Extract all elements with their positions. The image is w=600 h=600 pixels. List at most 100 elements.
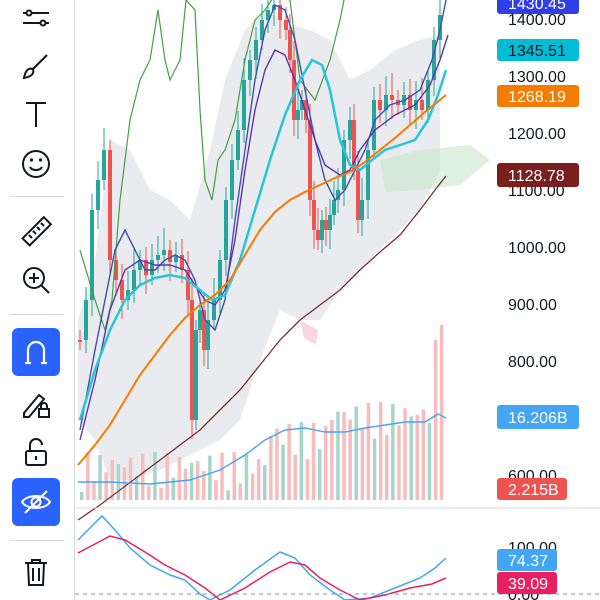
candle-body bbox=[194, 330, 198, 420]
green-ma-line bbox=[79, 0, 345, 333]
candle-body bbox=[378, 100, 382, 110]
volume-bar bbox=[104, 472, 108, 500]
volume-bar bbox=[110, 460, 114, 500]
candle-body bbox=[218, 260, 222, 300]
candle-body bbox=[414, 100, 418, 110]
delete-drawings-button[interactable] bbox=[12, 548, 60, 596]
drawing-toolbar bbox=[0, 0, 75, 600]
volume-bar bbox=[403, 408, 407, 500]
candle-body bbox=[156, 255, 160, 260]
lines-tool-button[interactable] bbox=[12, 0, 60, 40]
candle-body bbox=[84, 300, 88, 340]
candle-body bbox=[324, 220, 328, 230]
ema-fast-badge: 1345.51 bbox=[497, 39, 579, 61]
volume-bar bbox=[336, 411, 340, 500]
current-price-badge: 1430.45 bbox=[497, 0, 579, 14]
unlock-button[interactable] bbox=[12, 428, 60, 476]
volume-bar bbox=[360, 428, 365, 500]
magnet-icon bbox=[25, 340, 47, 365]
volume-bar bbox=[439, 325, 444, 500]
candle-body bbox=[236, 130, 240, 160]
emoji-tool-button[interactable] bbox=[12, 140, 60, 188]
toolbar-divider bbox=[10, 314, 64, 315]
volume-bar bbox=[342, 412, 346, 500]
volume-bar bbox=[159, 487, 163, 500]
volume-bar bbox=[299, 422, 304, 500]
candle-body bbox=[278, 5, 282, 20]
current-price-value: 1430.45 bbox=[508, 0, 566, 13]
brush-tool-button[interactable] bbox=[12, 42, 60, 90]
volume-bar bbox=[433, 340, 438, 500]
candle-body bbox=[174, 255, 178, 262]
candle-body bbox=[360, 200, 364, 220]
trash-icon bbox=[25, 559, 47, 586]
oscillator-k-value: 74.37 bbox=[508, 553, 548, 570]
hide-drawings-button[interactable] bbox=[12, 478, 60, 526]
volume-bar bbox=[415, 414, 419, 500]
volume-bar bbox=[287, 424, 291, 500]
volume-bar bbox=[183, 468, 188, 500]
candle-body bbox=[168, 250, 172, 262]
candle-body bbox=[420, 100, 424, 110]
candle-body bbox=[328, 215, 332, 230]
volume-bar bbox=[238, 483, 243, 500]
volume-bar bbox=[250, 473, 255, 500]
volume-ma-badge: 16.206B bbox=[497, 405, 579, 429]
volume-bar bbox=[378, 402, 383, 500]
candle-body bbox=[342, 140, 346, 190]
candle-body bbox=[242, 80, 246, 130]
volume-bar bbox=[409, 416, 413, 500]
magnet-button[interactable] bbox=[12, 328, 60, 376]
ema-slow-badge: 1268.19 bbox=[497, 85, 579, 107]
candle-body bbox=[114, 260, 118, 280]
toolbar-divider bbox=[10, 540, 64, 541]
volume-bar bbox=[195, 461, 200, 500]
candle-body bbox=[108, 150, 112, 260]
text-tool-button[interactable] bbox=[12, 90, 60, 138]
volume-bar bbox=[122, 467, 127, 500]
volume-bar bbox=[281, 444, 285, 500]
zoom-in-icon bbox=[23, 267, 50, 294]
lines-tool-icon bbox=[23, 9, 49, 27]
candle-body bbox=[284, 20, 288, 30]
sma-long-line bbox=[77, 175, 447, 521]
candle-body bbox=[230, 160, 234, 200]
candle-body bbox=[316, 230, 320, 240]
candle-body bbox=[102, 150, 106, 180]
toolbar-divider bbox=[10, 196, 64, 197]
price-tick: 1400.00 bbox=[508, 12, 566, 29]
ruler-tool-button[interactable] bbox=[12, 208, 60, 256]
volume-bar bbox=[293, 454, 297, 500]
volume-bar bbox=[232, 452, 236, 500]
volume-bar bbox=[147, 486, 151, 500]
candle-body bbox=[254, 40, 258, 60]
candle-body bbox=[186, 270, 190, 300]
volume-bar bbox=[171, 477, 175, 500]
candle-body bbox=[96, 180, 100, 210]
oscillator-d-badge: 39.09 bbox=[497, 572, 557, 594]
volume-bar bbox=[330, 419, 334, 500]
lock-drawings-button[interactable] bbox=[12, 380, 60, 428]
emoji-icon bbox=[22, 150, 50, 178]
candle-body bbox=[144, 260, 148, 275]
candle-body bbox=[78, 340, 82, 342]
zoom-in-button[interactable] bbox=[12, 256, 60, 304]
volume-bar bbox=[348, 419, 352, 500]
ruler-icon bbox=[21, 215, 53, 247]
candle-body bbox=[206, 320, 210, 350]
volume-value: 2.215B bbox=[508, 482, 559, 499]
ema-slow-line bbox=[77, 94, 447, 466]
candle-body bbox=[212, 300, 216, 320]
price-chart[interactable]: 1400.00 1300.00 1200.00 1100.00 1000.00 … bbox=[75, 0, 600, 600]
candle-body bbox=[348, 120, 352, 140]
volume-bar bbox=[269, 436, 273, 500]
volume-bar bbox=[86, 452, 90, 500]
candle-body bbox=[198, 310, 202, 330]
candle-body bbox=[320, 220, 324, 240]
candle-body bbox=[260, 20, 264, 40]
candle-body bbox=[190, 300, 194, 420]
candle-body bbox=[390, 95, 394, 100]
volume-bar bbox=[244, 454, 249, 500]
volume-bar bbox=[220, 452, 224, 500]
candle-body bbox=[312, 200, 316, 230]
